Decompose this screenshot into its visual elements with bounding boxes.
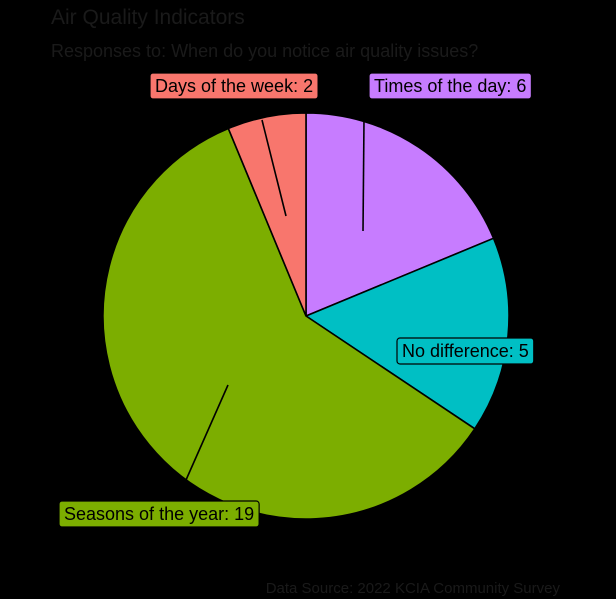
slice-label-seasons-of-the-year: Seasons of the year: 19 <box>58 500 260 528</box>
chart-subtitle: Responses to: When do you notice air qua… <box>51 41 479 61</box>
leader-line-times-of-the-day <box>362 119 365 232</box>
slice-label-times-of-the-day: Times of the day: 6 <box>368 72 533 100</box>
slice-label-text: Seasons of the year: 19 <box>64 504 254 524</box>
slice-label-box <box>396 337 535 365</box>
slice-label-days-of-the-week: Days of the week: 2 <box>149 72 319 100</box>
pie-slice-days-of-the-week <box>227 112 307 317</box>
slice-label-text: No difference: 5 <box>402 341 529 361</box>
pie-slice-seasons-of-the-year <box>102 127 476 520</box>
chart-title: Air Quality Indicators <box>51 6 245 29</box>
pie-slice-times-of-the-day <box>305 112 495 318</box>
leader-line-seasons-of-the-year <box>185 384 229 481</box>
leader-line-days-of-the-week <box>261 119 287 217</box>
slice-label-box <box>368 72 533 100</box>
slice-label-text: Times of the day: 6 <box>374 76 526 96</box>
pie-slice-no-difference <box>304 237 510 430</box>
slice-label-text: Days of the week: 2 <box>155 76 313 96</box>
slice-label-no-difference: No difference: 5 <box>396 337 535 365</box>
data-source-caption: Data Source: 2022 KCIA Community Survey <box>265 580 560 597</box>
slice-label-box <box>149 72 319 100</box>
slice-label-box <box>58 500 260 528</box>
